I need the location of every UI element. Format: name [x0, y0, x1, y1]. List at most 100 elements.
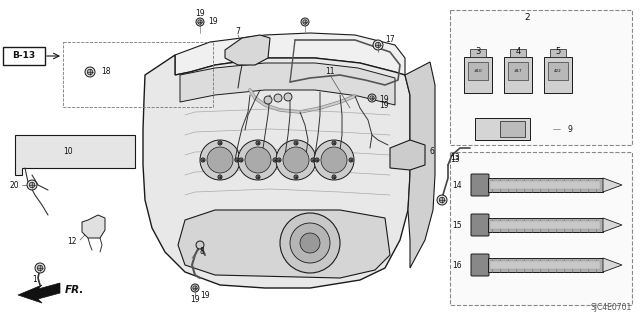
- Circle shape: [273, 158, 277, 162]
- Circle shape: [274, 159, 276, 161]
- Polygon shape: [603, 178, 622, 192]
- Circle shape: [278, 159, 280, 161]
- FancyBboxPatch shape: [471, 174, 489, 196]
- Circle shape: [256, 141, 260, 145]
- Text: 7: 7: [236, 27, 241, 36]
- Polygon shape: [180, 63, 395, 105]
- Text: 4: 4: [515, 47, 520, 56]
- Circle shape: [295, 176, 297, 178]
- Polygon shape: [225, 35, 270, 65]
- Circle shape: [332, 175, 336, 179]
- Circle shape: [315, 158, 319, 162]
- Circle shape: [294, 175, 298, 179]
- Circle shape: [301, 18, 309, 26]
- Circle shape: [196, 241, 204, 249]
- Text: 18: 18: [101, 68, 111, 77]
- Text: 19: 19: [208, 18, 218, 26]
- Circle shape: [219, 176, 221, 178]
- FancyBboxPatch shape: [504, 57, 532, 93]
- FancyBboxPatch shape: [488, 258, 603, 272]
- FancyBboxPatch shape: [471, 254, 489, 276]
- Circle shape: [29, 182, 35, 188]
- Text: 20: 20: [9, 181, 19, 189]
- FancyBboxPatch shape: [468, 62, 488, 80]
- Polygon shape: [603, 258, 622, 272]
- Circle shape: [207, 147, 233, 173]
- Circle shape: [437, 195, 447, 205]
- FancyBboxPatch shape: [550, 49, 566, 57]
- Circle shape: [201, 158, 205, 162]
- FancyBboxPatch shape: [471, 214, 489, 236]
- Circle shape: [198, 20, 202, 24]
- Circle shape: [257, 142, 259, 144]
- Circle shape: [37, 265, 43, 271]
- Text: 422: 422: [554, 69, 562, 73]
- Circle shape: [256, 175, 260, 179]
- Circle shape: [193, 286, 197, 290]
- Circle shape: [333, 142, 335, 144]
- FancyBboxPatch shape: [490, 181, 600, 189]
- Text: 16: 16: [452, 261, 462, 270]
- Polygon shape: [82, 215, 105, 238]
- FancyBboxPatch shape: [450, 10, 632, 145]
- Text: 13: 13: [450, 155, 460, 165]
- Circle shape: [300, 233, 320, 253]
- Circle shape: [277, 158, 281, 162]
- Circle shape: [264, 96, 272, 104]
- Circle shape: [283, 147, 309, 173]
- Circle shape: [240, 159, 242, 161]
- Text: 19: 19: [379, 95, 389, 105]
- FancyBboxPatch shape: [475, 118, 530, 140]
- Circle shape: [284, 93, 292, 101]
- Circle shape: [349, 158, 353, 162]
- Circle shape: [314, 140, 354, 180]
- Circle shape: [235, 158, 239, 162]
- Polygon shape: [603, 218, 622, 232]
- Circle shape: [202, 159, 204, 161]
- Circle shape: [332, 141, 336, 145]
- Text: 3: 3: [476, 47, 481, 56]
- Polygon shape: [405, 62, 435, 268]
- Circle shape: [236, 159, 238, 161]
- Circle shape: [35, 263, 45, 273]
- Text: 11: 11: [325, 68, 335, 77]
- Text: 1: 1: [33, 276, 37, 285]
- Circle shape: [303, 20, 307, 24]
- Text: 19: 19: [379, 100, 389, 109]
- Circle shape: [276, 140, 316, 180]
- Circle shape: [373, 40, 383, 50]
- Circle shape: [238, 140, 278, 180]
- Circle shape: [295, 142, 297, 144]
- FancyBboxPatch shape: [500, 121, 525, 137]
- Circle shape: [245, 147, 271, 173]
- FancyBboxPatch shape: [510, 49, 526, 57]
- Circle shape: [191, 284, 199, 292]
- Circle shape: [200, 140, 240, 180]
- Circle shape: [239, 158, 243, 162]
- Circle shape: [370, 96, 374, 100]
- Circle shape: [316, 159, 318, 161]
- Polygon shape: [178, 210, 390, 278]
- FancyBboxPatch shape: [450, 152, 632, 305]
- Text: 14: 14: [452, 181, 462, 189]
- Text: 13: 13: [450, 152, 460, 161]
- Circle shape: [218, 175, 222, 179]
- Text: SJC4E0701: SJC4E0701: [591, 303, 632, 312]
- Circle shape: [196, 18, 204, 26]
- Circle shape: [219, 142, 221, 144]
- Text: 6: 6: [429, 147, 435, 157]
- Circle shape: [87, 69, 93, 75]
- Circle shape: [294, 141, 298, 145]
- Circle shape: [321, 147, 347, 173]
- Circle shape: [333, 176, 335, 178]
- Text: 2: 2: [524, 13, 530, 23]
- Text: 8: 8: [200, 248, 204, 256]
- Circle shape: [368, 94, 376, 102]
- Circle shape: [27, 180, 37, 190]
- Circle shape: [274, 94, 282, 102]
- Circle shape: [280, 213, 340, 273]
- Polygon shape: [18, 283, 60, 303]
- FancyBboxPatch shape: [508, 62, 528, 80]
- Text: 15: 15: [452, 220, 462, 229]
- Polygon shape: [390, 140, 425, 170]
